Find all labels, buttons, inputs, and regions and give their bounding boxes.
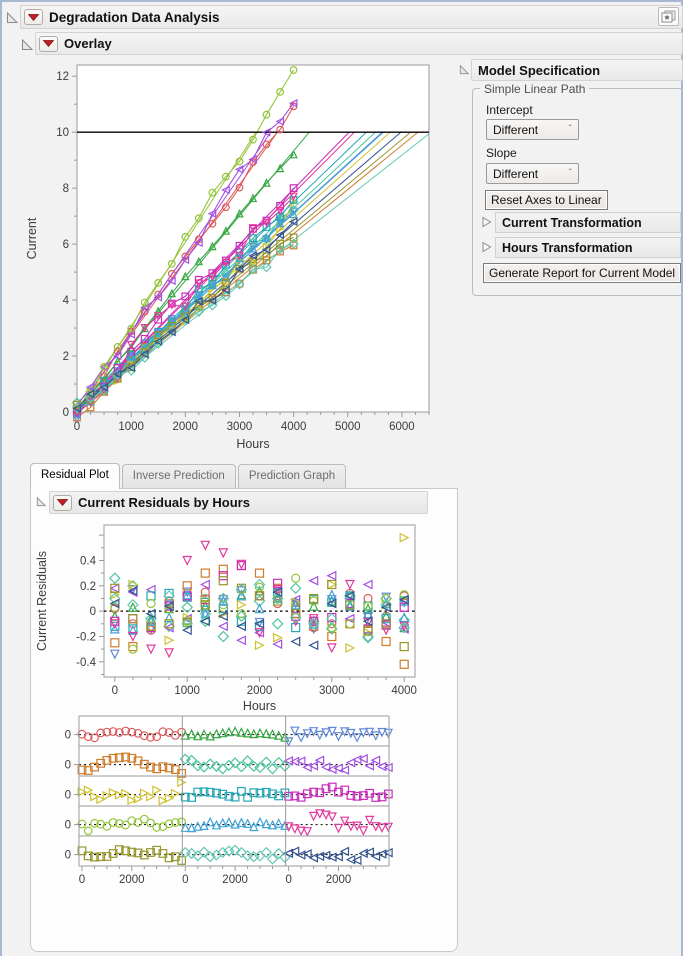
svg-text:4: 4: [63, 295, 70, 307]
hours-transformation-header[interactable]: Hours Transformation: [495, 237, 681, 258]
svg-text:Current Residuals: Current Residuals: [35, 551, 49, 651]
overlay-title: Overlay: [64, 36, 112, 51]
svg-text:0.4: 0.4: [80, 555, 97, 567]
tab-bar: Residual Plot Inverse Prediction Predict…: [30, 463, 348, 489]
overlay-chart[interactable]: 0 1000 2000 3000 4000 5000 6000 0 2 4 6 8 10 12 Hours C…: [16, 57, 458, 457]
svg-text:2000: 2000: [222, 874, 248, 886]
reset-axes-button[interactable]: Reset Axes to Linear: [485, 190, 608, 210]
intercept-dropdown[interactable]: Different ˇ: [486, 119, 579, 140]
svg-text:2000: 2000: [247, 685, 273, 697]
disclosure-triangle-overlay[interactable]: [21, 38, 34, 51]
svg-text:2000: 2000: [119, 874, 145, 886]
tab-prediction-graph[interactable]: Prediction Graph: [237, 464, 347, 489]
svg-text:0: 0: [112, 685, 118, 697]
main-title-bar: Degradation Data Analysis: [20, 5, 683, 29]
svg-text:0: 0: [65, 790, 71, 802]
svg-text:6: 6: [63, 239, 69, 251]
disclosure-triangle-main[interactable]: [6, 11, 19, 24]
svg-text:Hours: Hours: [236, 437, 269, 451]
svg-text:5000: 5000: [335, 421, 361, 433]
svg-text:0: 0: [285, 874, 291, 886]
model-spec-header: Model Specification: [471, 59, 683, 81]
svg-text:-0.4: -0.4: [76, 657, 96, 669]
red-triangle-menu-residuals[interactable]: [53, 494, 72, 511]
residual-scatter-chart[interactable]: 0 1000 2000 3000 4000 0.4 0.2 0 -0.2 -0.4 Hours Cur…: [32, 516, 454, 712]
svg-text:0: 0: [90, 606, 96, 618]
tab-residual-plot[interactable]: Residual Plot: [30, 463, 120, 489]
layered-star-icon: [661, 10, 676, 22]
model-spec-title: Model Specification: [478, 62, 601, 78]
svg-text:Hours: Hours: [243, 699, 276, 712]
svg-text:0: 0: [79, 874, 85, 886]
chevron-down-icon: ˇ: [568, 168, 572, 179]
hours-transformation-title: Hours Transformation: [502, 240, 633, 255]
red-triangle-menu-main[interactable]: [24, 9, 43, 25]
svg-text:0: 0: [65, 760, 71, 772]
slope-label: Slope: [486, 146, 517, 160]
svg-text:Current: Current: [25, 217, 39, 259]
svg-text:0: 0: [182, 874, 188, 886]
groupbox-legend: Simple Linear Path: [480, 82, 590, 96]
intercept-label: Intercept: [486, 103, 533, 117]
svg-text:0: 0: [65, 730, 71, 742]
svg-text:3000: 3000: [319, 685, 345, 697]
chevron-down-icon: ˇ: [568, 124, 572, 135]
tab-inverse-prediction[interactable]: Inverse Prediction: [121, 464, 236, 489]
svg-text:0.2: 0.2: [80, 581, 96, 593]
overlay-header: Overlay: [35, 32, 683, 55]
svg-text:1000: 1000: [118, 421, 144, 433]
svg-text:8: 8: [63, 183, 69, 195]
svg-text:0: 0: [63, 407, 69, 419]
disclosure-triangle-hours-transform[interactable]: [481, 241, 492, 253]
disclosure-triangle-residuals[interactable]: [36, 496, 47, 507]
svg-text:6000: 6000: [389, 421, 415, 433]
svg-text:2: 2: [63, 351, 69, 363]
svg-text:10: 10: [56, 127, 69, 139]
svg-text:4000: 4000: [281, 421, 307, 433]
svg-text:1000: 1000: [174, 685, 200, 697]
residuals-header: Current Residuals by Hours: [49, 491, 428, 514]
disclosure-triangle-current-transform[interactable]: [481, 216, 492, 228]
svg-text:-0.2: -0.2: [76, 631, 96, 643]
svg-text:2000: 2000: [173, 421, 199, 433]
slope-value: Different: [493, 166, 539, 181]
svg-text:0: 0: [65, 850, 71, 862]
generate-report-button[interactable]: Generate Report for Current Model: [483, 263, 682, 283]
layered-window-star-icon[interactable]: [658, 7, 679, 26]
intercept-value: Different: [493, 122, 539, 137]
svg-text:0: 0: [74, 421, 80, 433]
svg-text:2000: 2000: [326, 874, 352, 886]
disclosure-triangle-model-spec[interactable]: [459, 64, 470, 75]
svg-text:12: 12: [56, 71, 69, 83]
svg-text:3000: 3000: [227, 421, 253, 433]
current-transformation-header[interactable]: Current Transformation: [495, 212, 681, 233]
red-triangle-menu-overlay[interactable]: [39, 35, 58, 52]
residuals-title: Current Residuals by Hours: [78, 495, 250, 510]
svg-text:4000: 4000: [391, 685, 417, 697]
slope-dropdown[interactable]: Different ˇ: [486, 163, 579, 184]
svg-text:0: 0: [65, 820, 71, 832]
current-transformation-title: Current Transformation: [502, 215, 642, 230]
page-title: Degradation Data Analysis: [49, 9, 220, 25]
